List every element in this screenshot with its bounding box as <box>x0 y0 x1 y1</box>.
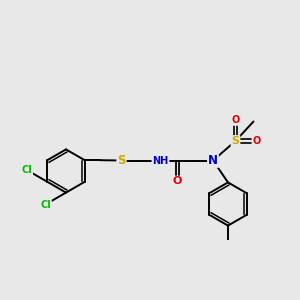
Text: O: O <box>252 136 261 146</box>
Text: S: S <box>117 154 126 167</box>
Text: Cl: Cl <box>40 200 51 210</box>
Text: Cl: Cl <box>22 165 32 175</box>
Text: O: O <box>231 115 240 125</box>
Text: N: N <box>208 154 218 167</box>
Text: NH: NH <box>152 155 169 166</box>
Text: S: S <box>232 136 239 146</box>
Text: O: O <box>173 176 182 187</box>
